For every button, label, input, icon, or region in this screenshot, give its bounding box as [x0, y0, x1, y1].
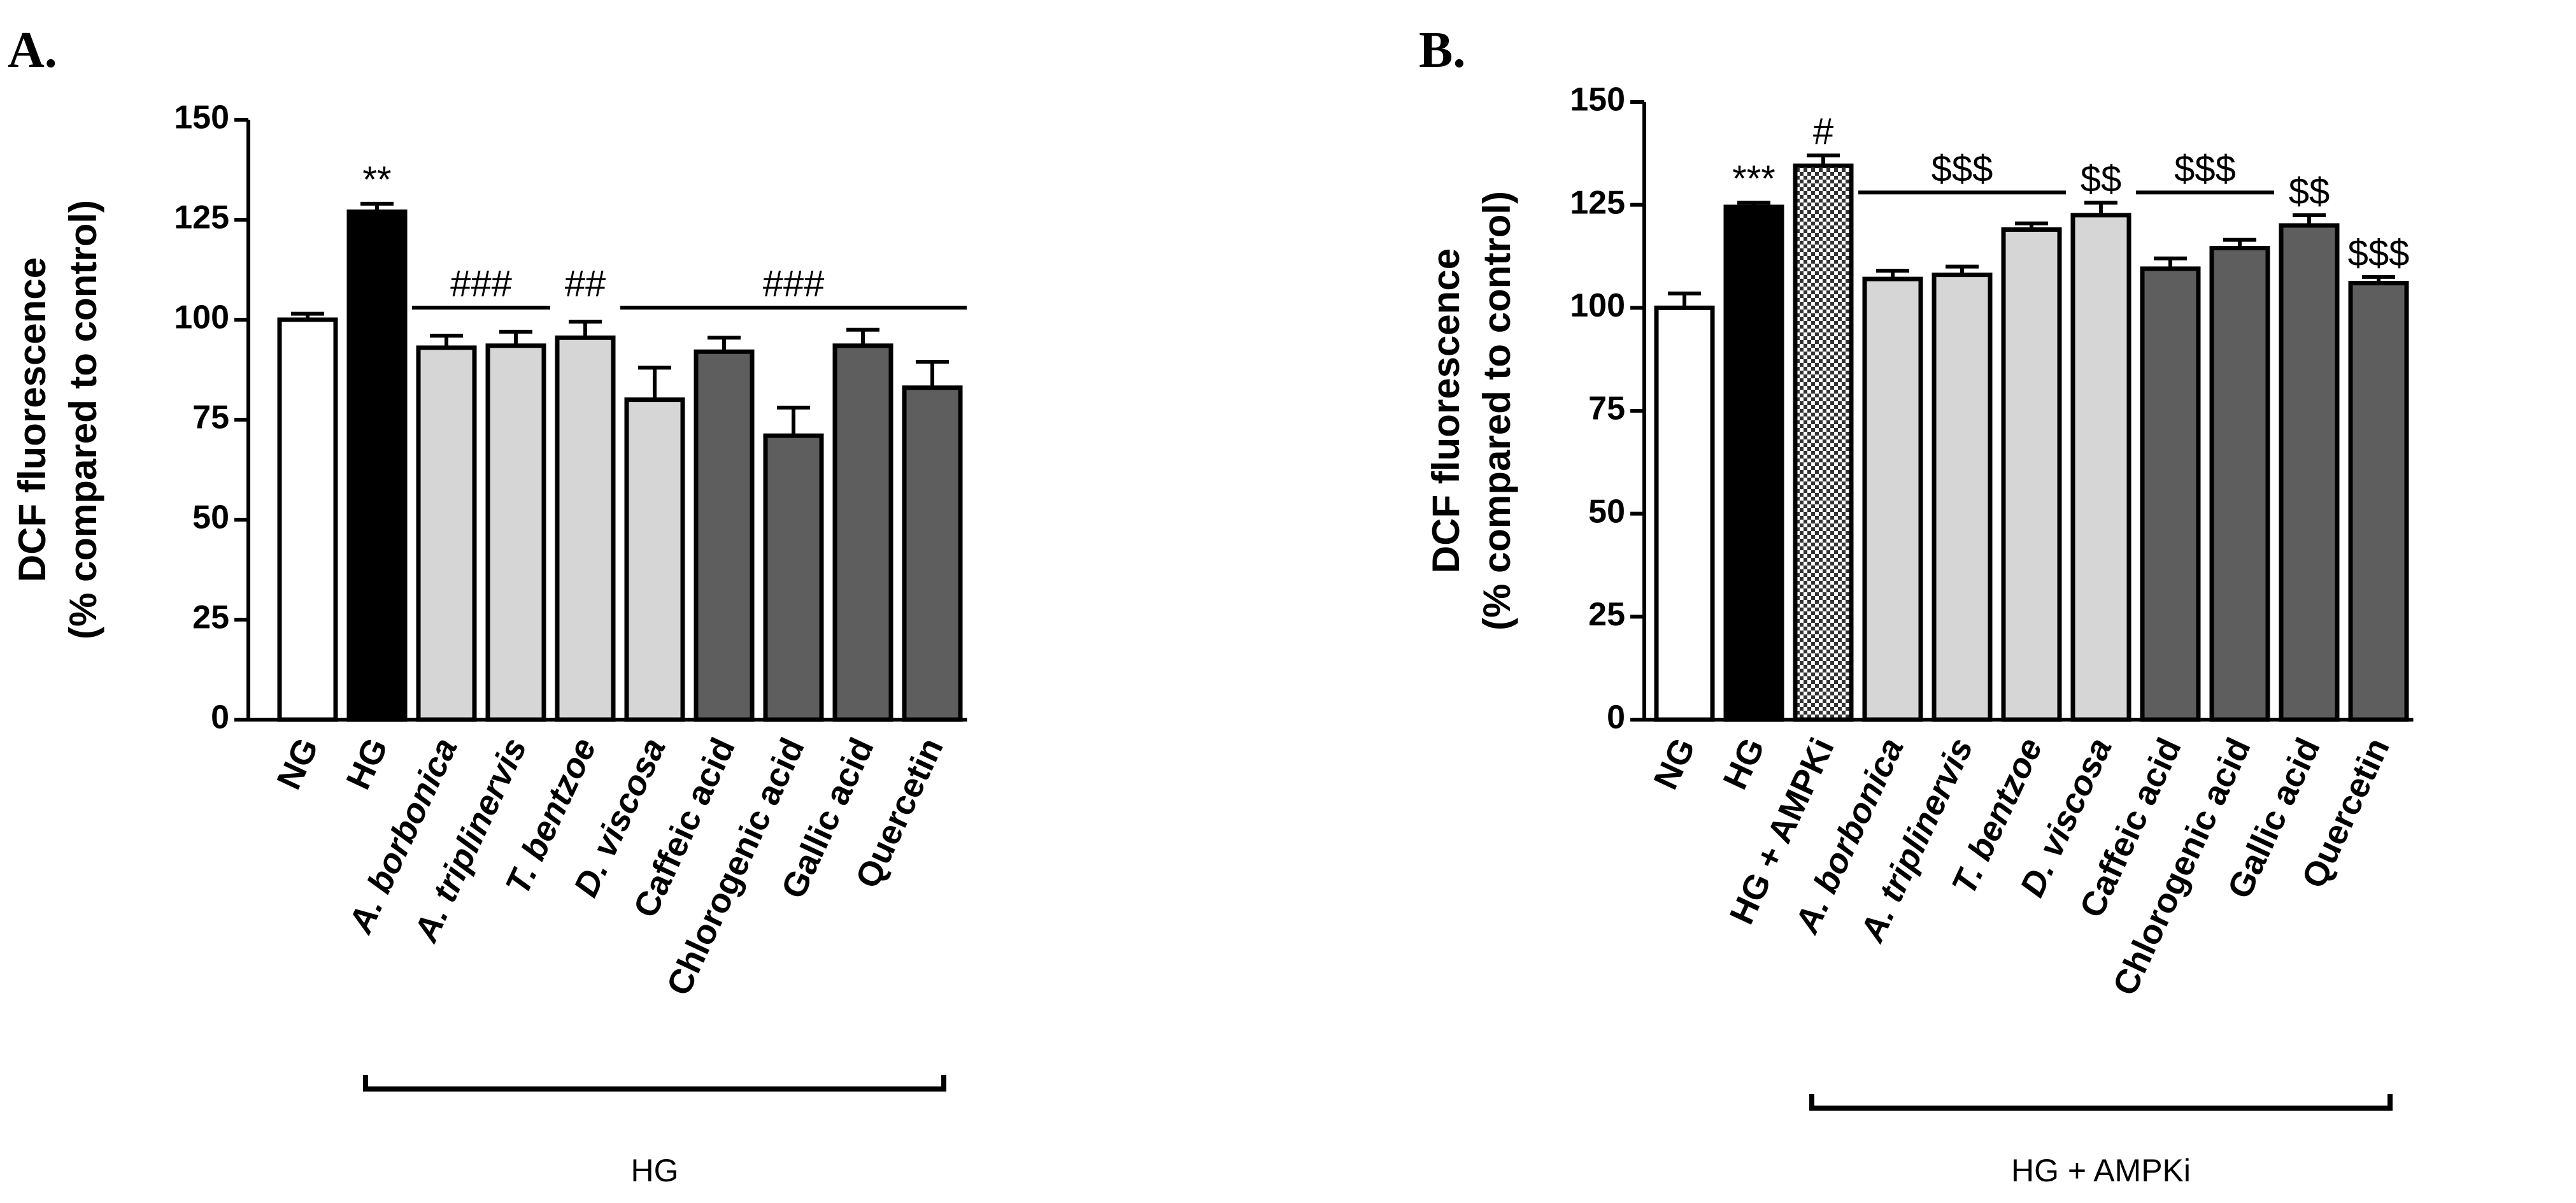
y-tick-label: 25	[192, 599, 229, 636]
bar	[624, 397, 685, 722]
y-axis-label: (% compared to control)	[1476, 191, 1518, 630]
bar	[346, 209, 408, 722]
panel-label: B.	[1419, 22, 1465, 78]
panel-label: A.	[8, 22, 57, 78]
bar	[1793, 163, 1854, 722]
y-axis-label: DCF fluorescence	[1425, 248, 1467, 573]
panel-a-chart: A. DCF fluorescence (% compared to control…	[8, 22, 967, 1188]
y-tick-label: 50	[1588, 493, 1625, 530]
significance-label: #	[1813, 111, 1833, 152]
y-tick-label: 25	[1588, 596, 1625, 633]
y-tick-label: 125	[174, 199, 229, 236]
bar	[555, 335, 616, 722]
bar	[2209, 246, 2270, 722]
group-label: HG + AMPKi	[2011, 1153, 2191, 1188]
y-tick-label: 0	[1607, 699, 1625, 736]
panel-b-chart: B. DCF fluorescence (% compared to control…	[1419, 22, 2414, 1188]
y-axis-label: (% compared to control)	[62, 200, 104, 639]
bar	[1932, 273, 1993, 722]
group-bracket	[1809, 1094, 2393, 1111]
bar	[694, 349, 755, 722]
bar	[902, 385, 963, 722]
significance-label: **	[362, 159, 391, 201]
significance-label: $$$	[2348, 232, 2410, 274]
y-tick-label: 100	[1570, 287, 1625, 324]
significance-label: ***	[1732, 158, 1775, 199]
significance-label: ##	[565, 263, 606, 304]
significance-label: $$	[2081, 158, 2122, 199]
bar	[2348, 281, 2409, 722]
group-bracket	[363, 1075, 946, 1092]
y-tick-label: 150	[1570, 82, 1625, 118]
y-tick-label: 75	[1588, 390, 1625, 427]
significance-label: ###	[763, 263, 825, 304]
significance-label: $$	[2289, 171, 2330, 212]
bar	[763, 433, 824, 722]
bar	[2070, 213, 2131, 722]
y-tick-label: 100	[174, 299, 229, 336]
category-label: HG	[339, 732, 395, 795]
bar	[832, 343, 893, 722]
significance-label: $$$	[2174, 148, 2236, 189]
bar	[1723, 204, 1784, 722]
y-axis-label: DCF fluorescence	[11, 257, 53, 582]
category-label: NG	[1646, 732, 1703, 795]
bar	[1862, 276, 1923, 722]
bar	[2279, 223, 2340, 722]
bar	[416, 345, 477, 722]
y-tick-label: 150	[174, 99, 229, 136]
bar	[485, 343, 546, 722]
significance-label: $$$	[1932, 148, 1993, 189]
bar	[277, 317, 338, 722]
y-tick-label: 0	[211, 699, 229, 736]
bar	[1654, 305, 1715, 722]
bar	[2140, 266, 2201, 722]
y-tick-label: 125	[1570, 184, 1625, 221]
significance-label: ###	[450, 263, 512, 304]
category-label: NG	[269, 732, 326, 795]
bar	[2001, 227, 2062, 722]
category-label: HG	[1716, 732, 1772, 795]
group-label: HG	[631, 1153, 679, 1188]
y-tick-label: 75	[192, 399, 229, 436]
y-tick-label: 50	[192, 499, 229, 536]
